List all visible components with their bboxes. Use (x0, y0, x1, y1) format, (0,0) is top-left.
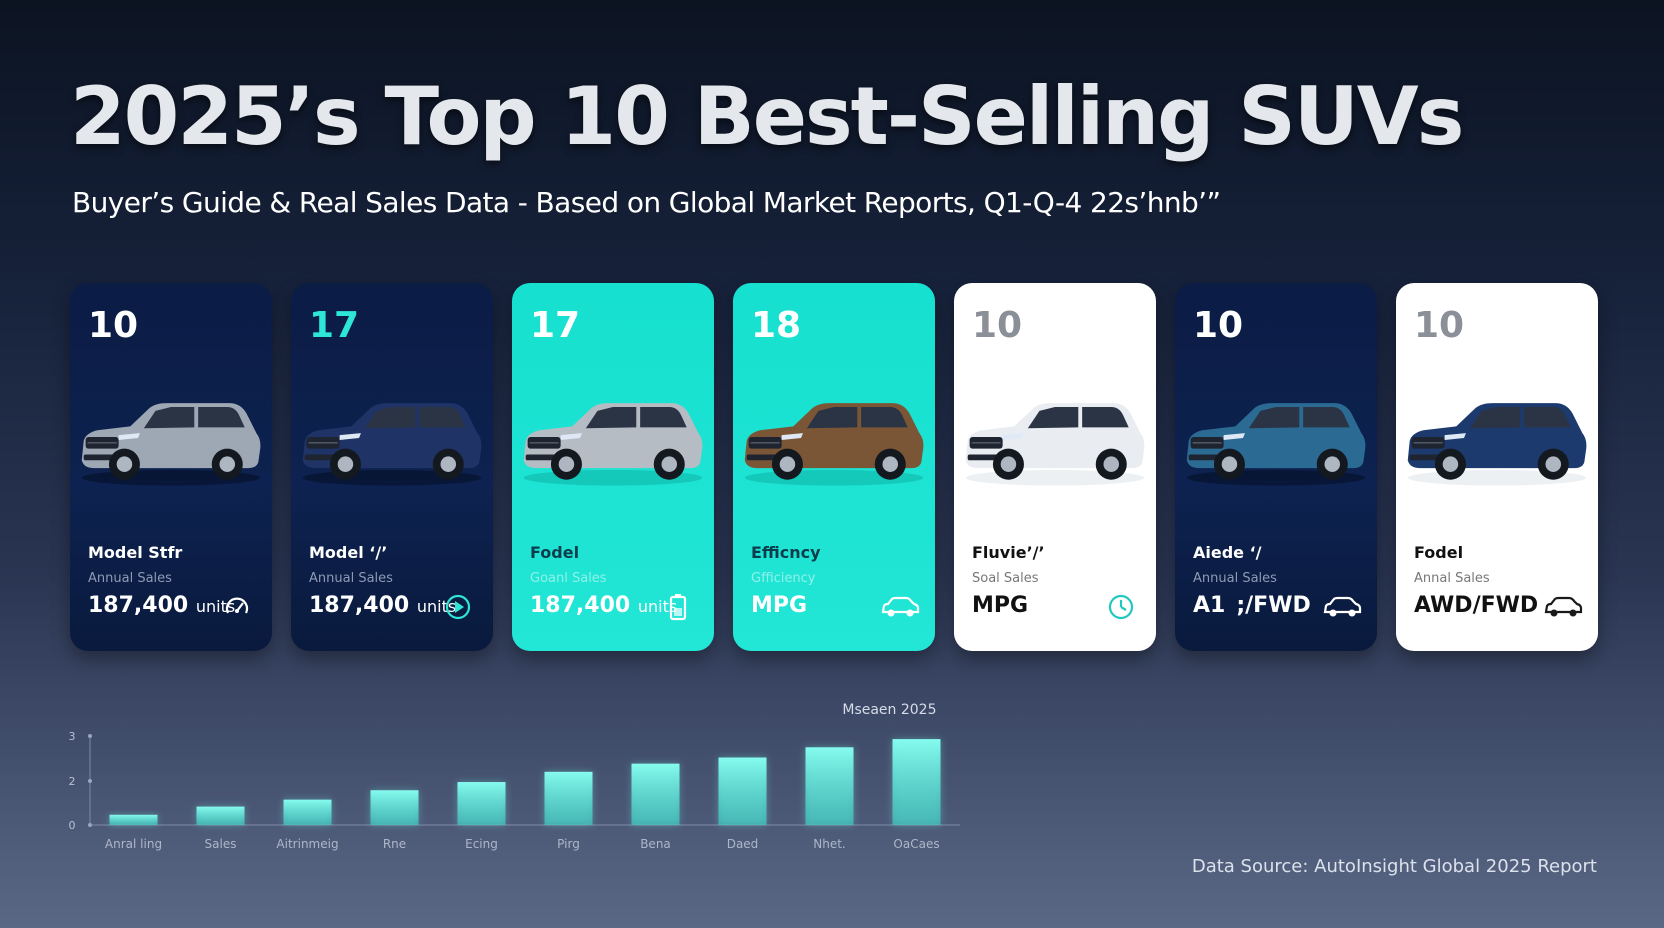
bar (544, 771, 593, 825)
card-rank: 10 (1193, 305, 1244, 346)
card-metric-value: A1 ;/FWD (1193, 593, 1311, 618)
x-tick-label: Ecing (465, 837, 498, 851)
car-icon (1321, 592, 1363, 622)
x-tick-label: Nhet. (813, 837, 845, 851)
card-metric-label: Annual Sales (1193, 571, 1277, 586)
card-model-name: Fodel (530, 543, 580, 562)
card-value-unit: units (195, 597, 236, 616)
suv-image (74, 383, 268, 493)
card-metric-label: Soal Sales (972, 571, 1039, 586)
y-tick-label: 3 (69, 730, 76, 743)
suv-image (737, 383, 931, 493)
y-tick-mark (88, 823, 92, 827)
card-model-name: Aiede ‘/ (1193, 543, 1262, 562)
x-tick-label: Bena (640, 837, 671, 851)
suv-card-row: 10 Model Stfr Annual Sales 187,400 units 17… (70, 283, 1598, 651)
suv-card-5[interactable]: 10 Fluvie’/’ Soal Sales MPG (954, 283, 1156, 651)
card-value-number: AWD/FWD (1414, 593, 1539, 618)
card-value-number: 187,400 (88, 593, 189, 618)
card-rank: 10 (972, 305, 1023, 346)
car-icon (879, 592, 921, 622)
suv-image (516, 383, 710, 493)
data-source-note: Data Source: AutoInsight Global 2025 Rep… (1191, 856, 1597, 877)
card-value-number: 187,400 (530, 593, 631, 618)
suv-card-7[interactable]: 10 Fodel Annal Sales AWD/FWD (1396, 283, 1598, 651)
y-tick-mark (88, 734, 92, 738)
card-metric-value: 187,400 units (88, 593, 235, 618)
bar (370, 790, 419, 825)
bar (805, 747, 854, 825)
card-rank: 17 (530, 305, 581, 346)
play-circle-icon (437, 592, 479, 622)
y-tick-mark (88, 779, 92, 783)
suv-image (1179, 383, 1373, 493)
card-model-name: Fodel (1414, 543, 1464, 562)
battery-icon (658, 592, 700, 622)
suv-card-4[interactable]: 18 Efficncy Gfficiency MPG (733, 283, 935, 651)
sales-bar-chart: 3 2 0 Anral ling Sales Aitrinmeig Rne Ecing Pir… (69, 702, 960, 851)
y-tick-label: 0 (69, 819, 76, 832)
card-metric-value: AWD/FWD (1414, 593, 1538, 618)
chart-annotation: Mseaen 2025 (842, 702, 936, 718)
card-rank: 10 (88, 305, 139, 346)
suv-card-2[interactable]: 17 Model ‘/’ Annual Sales 187,400 units (291, 283, 493, 651)
card-rank: 18 (751, 305, 802, 346)
suv-card-6[interactable]: 10 Aiede ‘/ Annual Sales A1 ;/FWD (1175, 283, 1377, 651)
x-tick-label: OaCaes (893, 837, 939, 851)
x-tick-label: Aitrinmeig (276, 837, 338, 851)
car-icon (1542, 592, 1584, 622)
page-subtitle: Buyer’s Guide & Real Sales Data - Based … (72, 186, 1221, 219)
card-metric-label: Annual Sales (309, 571, 393, 586)
x-tick-label: Rne (383, 837, 406, 851)
suv-image (295, 383, 489, 493)
bar (892, 739, 941, 825)
suv-card-1[interactable]: 10 Model Stfr Annual Sales 187,400 units (70, 283, 272, 651)
card-rank: 10 (1414, 305, 1465, 346)
page-title: 2025’s Top 10 Best-Selling SUVs (70, 70, 1464, 163)
card-model-name: Model ‘/’ (309, 543, 388, 562)
card-metric-label: Gfficiency (751, 571, 816, 586)
card-value-number: 187,400 (309, 593, 410, 618)
card-model-name: Model Stfr (88, 543, 183, 562)
bar (196, 806, 245, 825)
card-value-number: MPG (751, 593, 808, 618)
clock-icon (1100, 592, 1142, 622)
card-value-number: MPG (972, 593, 1029, 618)
card-metric-value: 187,400 units (530, 593, 677, 618)
card-value-unit: units (637, 597, 678, 616)
bar (283, 799, 332, 825)
card-metric-value: MPG (751, 593, 807, 618)
x-tick-label: Sales (205, 837, 237, 851)
suv-card-3[interactable]: 17 Fodel Goanl Sales 187,400 units (512, 283, 714, 651)
card-metric-label: Goanl Sales (530, 571, 607, 586)
card-metric-value: 187,400 units (309, 593, 456, 618)
gauge-icon (216, 592, 258, 622)
card-model-name: Fluvie’/’ (972, 543, 1045, 562)
card-metric-label: Annual Sales (88, 571, 172, 586)
x-tick-label: Anral ling (105, 837, 162, 851)
bar (457, 782, 506, 825)
y-tick-label: 2 (69, 775, 76, 788)
x-tick-label: Daed (727, 837, 759, 851)
card-model-name: Efficncy (751, 543, 821, 562)
x-tick-label: Pirg (557, 837, 580, 851)
card-metric-label: Annal Sales (1414, 571, 1490, 586)
bar (631, 763, 680, 825)
bar (718, 757, 767, 825)
suv-image (958, 383, 1152, 493)
card-value-unit: units (416, 597, 457, 616)
bar (109, 814, 158, 825)
card-metric-value: MPG (972, 593, 1028, 618)
card-value-number: A1 ;/FWD (1193, 593, 1311, 618)
card-rank: 17 (309, 305, 360, 346)
suv-image (1400, 383, 1594, 493)
